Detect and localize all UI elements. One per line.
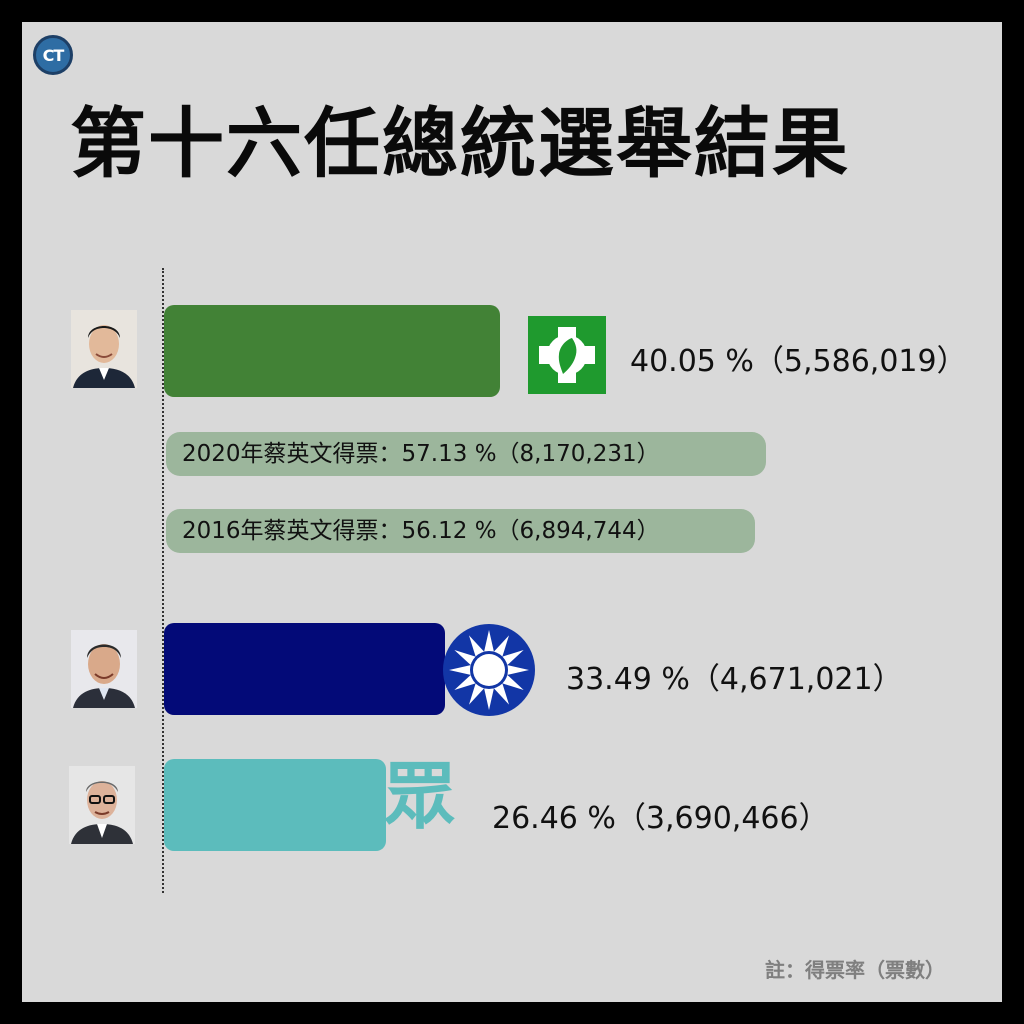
- reference-2016: 2016年蔡英文得票：56.12 %（6,894,744）: [166, 509, 755, 553]
- kmt-sun-ray: [454, 674, 476, 690]
- value-label-candidate-1: 40.05 %（5,586,019）: [630, 344, 967, 379]
- candidate-1-portrait: [71, 310, 137, 388]
- candidate-2-portrait: [71, 630, 137, 708]
- kmt-sun-ray: [502, 650, 524, 666]
- kmt-sun-ray: [484, 630, 494, 652]
- reference-2020: 2020年蔡英文得票：57.13 %（8,170,231）: [166, 432, 766, 476]
- kmt-sun-ray: [454, 650, 476, 666]
- candidate-3-portrait: [69, 766, 135, 844]
- dpp-flag-icon: [528, 316, 606, 394]
- kmt-sun-ray: [493, 683, 509, 705]
- value-label-candidate-2: 33.49 %（4,671,021）: [566, 662, 903, 697]
- page-title: 第十六任總統選舉結果: [70, 99, 850, 188]
- kmt-sun-ray: [484, 688, 494, 710]
- brand-logo: CT: [33, 35, 73, 75]
- kmt-sun-ray: [449, 665, 471, 675]
- footnote: 註：得票率（票數）: [765, 958, 945, 982]
- bar-candidate-2: [164, 623, 445, 715]
- value-label-candidate-3: 26.46 %（3,690,466）: [492, 801, 829, 836]
- brand-logo-text: CT: [42, 45, 65, 65]
- chart-axis-line: [162, 268, 164, 893]
- tpp-zhong-icon: 眾: [384, 754, 457, 838]
- kmt-sun-ray: [493, 635, 509, 657]
- kmt-sun-ray: [469, 635, 485, 657]
- bar-candidate-1: [164, 305, 500, 397]
- kmt-sun-ray: [469, 683, 485, 705]
- bar-candidate-3: [164, 759, 386, 851]
- kmt-sun-ray: [502, 674, 524, 690]
- kmt-sun-emblem-icon: [442, 623, 536, 717]
- kmt-sun-ray: [507, 665, 529, 675]
